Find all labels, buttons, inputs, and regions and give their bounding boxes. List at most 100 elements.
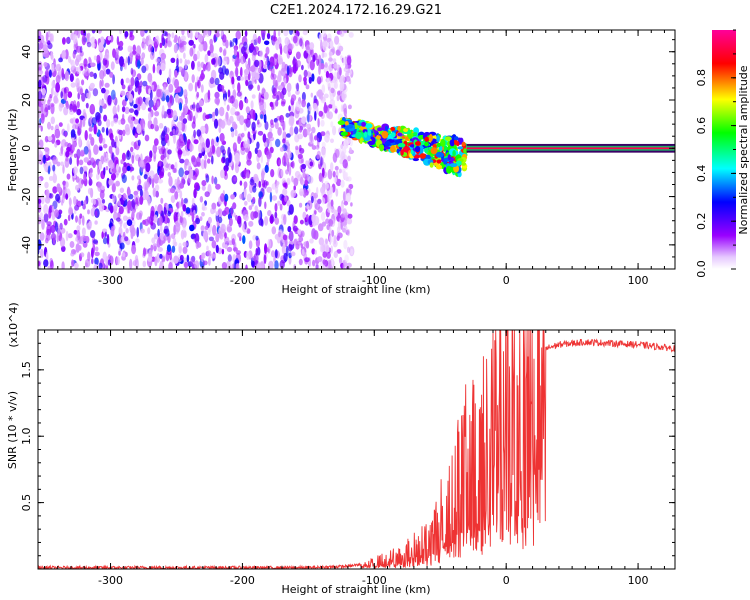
spectrogram-noise-blob <box>43 259 49 267</box>
spectrogram-noise-blob <box>333 81 338 89</box>
spectrogram-noise-blob <box>55 82 60 93</box>
spectrogram-noise-blob <box>45 251 49 260</box>
spectrogram-noise-blob <box>295 100 302 112</box>
spectrogram-noise-blob <box>85 262 88 268</box>
spectrogram-noise-blob <box>38 90 43 101</box>
spectrogram-noise-blob <box>240 66 243 77</box>
spectrogram-noise-blob <box>141 42 147 50</box>
spectrogram-noise-blob <box>148 112 152 122</box>
spectrogram-noise-blob <box>72 140 76 152</box>
spectrogram-noise-blob <box>306 128 310 136</box>
spectrogram-noise-blob <box>84 130 88 141</box>
spectrogram-noise-blob <box>209 77 215 85</box>
spectrogram-noise-blob <box>350 202 353 207</box>
spectrogram-noise-blob <box>87 187 92 195</box>
spectrogram-noise-blob <box>346 262 352 268</box>
spectrogram-signal-blob <box>381 130 389 139</box>
spectrogram-signal-blob <box>457 146 464 150</box>
spectrogram-noise-blob <box>157 204 163 215</box>
spectrogram-noise-blob <box>262 133 267 143</box>
spectrogram-noise-blob <box>206 158 211 164</box>
spectrogram-noise-blob <box>139 188 143 197</box>
spectrogram-noise-blob <box>103 114 108 122</box>
spectrogram-noise-blob <box>205 30 211 38</box>
spectrogram-noise-blob <box>215 211 219 217</box>
spectrogram-noise-blob <box>282 138 286 144</box>
spectrogram-ytick-label: -40 <box>20 236 33 254</box>
spectrogram-noise-blob <box>113 117 119 124</box>
spectrogram-noise-blob <box>338 168 342 174</box>
spectrogram-noise-blob <box>308 76 312 84</box>
spectrogram-noise-blob <box>223 97 227 106</box>
spectrogram-noise-blob <box>77 86 84 95</box>
spectrogram-noise-blob <box>170 57 176 63</box>
spectrogram-noise-blob <box>87 209 90 215</box>
spectrogram-noise-blob <box>275 138 281 148</box>
spectrogram-noise-blob <box>142 260 147 268</box>
spectrogram-noise-blob <box>113 204 118 210</box>
spectrogram-noise-blob <box>245 98 249 104</box>
spectrogram-noise-blob <box>119 30 122 35</box>
spectrogram-noise-blob <box>107 36 112 41</box>
spectrogram-noise-blob <box>304 179 309 187</box>
spectrogram-ytick-label: 40 <box>20 45 33 59</box>
spectrogram-noise-blob <box>101 137 106 144</box>
spectrogram-noise-blob <box>103 54 109 60</box>
spectrogram-noise-blob <box>311 126 316 134</box>
spectrogram-signal-blob <box>402 145 411 153</box>
spectrogram-noise-blob <box>132 219 136 227</box>
spectrogram-noise-blob <box>332 58 337 63</box>
colorbar-tick-label: 0.2 <box>695 212 708 230</box>
spectrogram-noise-blob <box>84 68 90 77</box>
spectrogram-noise-blob <box>302 128 308 138</box>
spectrogram-noise-blob <box>68 205 72 214</box>
spectrogram-noise-blob <box>170 195 176 204</box>
colorbar-tick-label: 0.0 <box>695 260 708 278</box>
spectrogram-noise-blob <box>316 58 320 66</box>
spectrogram-noise-blob <box>133 103 138 109</box>
spectrogram-signal-blob <box>415 145 421 153</box>
spectrogram-noise-blob <box>264 164 269 173</box>
spectrogram-noise-blob <box>342 172 348 180</box>
spectrogram-noise-blob <box>66 173 71 180</box>
snr-ytick-label: 1.0 <box>20 427 33 445</box>
spectrogram-noise-blob <box>226 119 232 126</box>
spectrogram-noise-blob <box>312 102 317 110</box>
spectrogram-noise-blob <box>191 121 196 129</box>
spectrogram-noise-blob <box>195 217 201 225</box>
spectrogram-noise-blob <box>86 92 89 98</box>
spectrogram-noise-blob <box>68 56 71 63</box>
spectrogram-noise-blob <box>180 210 184 218</box>
spectrogram-noise-blob <box>145 162 151 173</box>
spectrogram-noise-blob <box>149 170 155 180</box>
spectrogram-noise-blob <box>101 79 104 87</box>
snr-xlabel: Height of straight line (km) <box>281 583 430 596</box>
spectrogram-noise-blob <box>199 106 203 113</box>
spectrogram-noise-blob <box>252 109 256 121</box>
spectrogram-noise-blob <box>265 46 270 55</box>
spectrogram-noise-blob <box>246 113 252 121</box>
spectrogram-noise-blob <box>173 211 178 223</box>
spectrogram-noise-blob <box>321 141 326 148</box>
spectrogram-noise-blob <box>234 129 238 137</box>
spectrogram-noise-blob <box>54 209 59 218</box>
spectrogram-noise-blob <box>267 210 272 217</box>
spectrogram-noise-blob <box>250 211 256 221</box>
spectrogram-noise-blob <box>144 134 150 142</box>
spectrogram-noise-blob <box>191 74 195 83</box>
spectrogram-signal-blob <box>453 136 459 141</box>
spectrogram-signal-blob <box>440 138 446 147</box>
spectrogram-noise-blob <box>120 159 124 165</box>
spectrogram-noise-blob <box>74 262 79 269</box>
spectrogram-noise-blob <box>244 214 249 222</box>
spectrogram-noise-blob <box>266 150 272 160</box>
spectrogram-noise-blob <box>98 42 104 52</box>
spectrogram-noise-blob <box>194 260 200 269</box>
spectrogram-noise-blob <box>213 118 219 129</box>
spectrogram-noise-blob <box>208 256 211 266</box>
spectrogram-noise-blob <box>233 176 237 182</box>
spectrogram-noise-blob <box>129 258 133 269</box>
snr-xtick-label: -300 <box>98 574 123 587</box>
spectrogram-noise-blob <box>125 228 129 234</box>
spectrogram-noise-blob <box>220 145 225 153</box>
